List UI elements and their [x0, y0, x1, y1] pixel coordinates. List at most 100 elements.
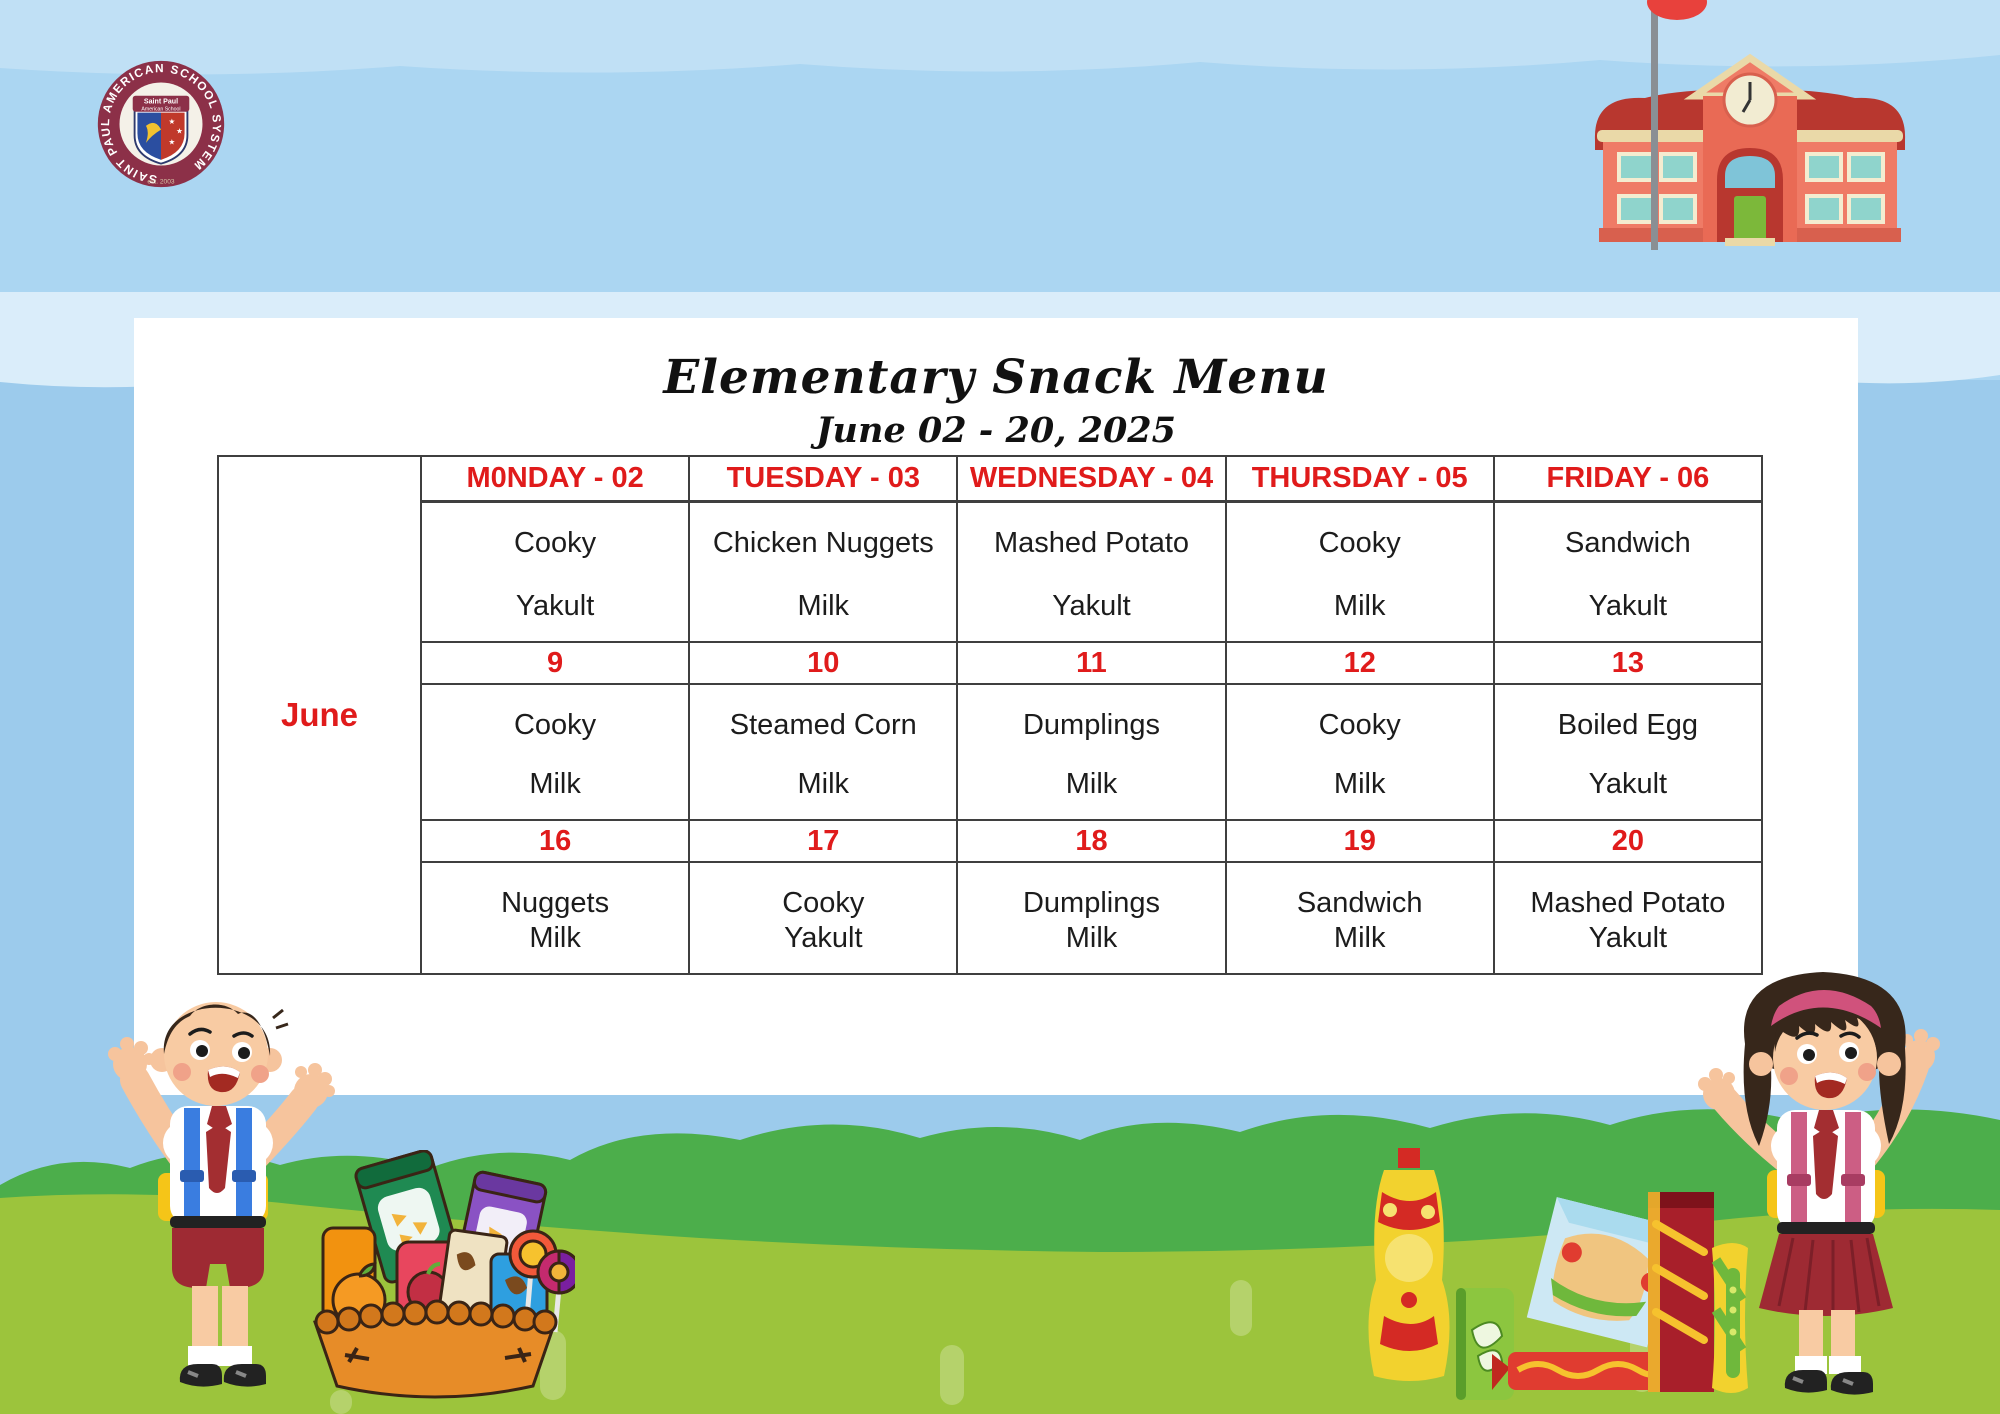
right-hand [1901, 1029, 1940, 1072]
page-title: Elementary Snack Menu [663, 350, 1329, 405]
lollipop [536, 1249, 575, 1333]
logo-shield-subtitle: American School [141, 106, 180, 112]
cloud-band-top [0, 0, 2000, 75]
date-cell: 20 [1494, 821, 1763, 863]
menu-item: Sandwich [1296, 887, 1423, 919]
date-cell: 18 [958, 821, 1227, 863]
left-hand [108, 1037, 155, 1081]
logo-emblem [145, 122, 161, 143]
menu-item: Milk [797, 590, 850, 622]
date-range-subtitle: June 02 - 20, 2025 [816, 410, 1176, 451]
day-header: WEDNESDAY - 04 [958, 457, 1227, 503]
skirt-pleats [1777, 1237, 1881, 1314]
logo-established: est. 2003 [147, 178, 174, 185]
backpack-strap [236, 1108, 252, 1218]
date-cell: 17 [690, 821, 959, 863]
menu-item-cell: Mashed Potato Yakult [958, 503, 1227, 643]
date-cell: 9 [422, 643, 691, 685]
menu-item: Cooky [513, 527, 597, 559]
day-header: THURSDAY - 05 [1226, 457, 1495, 503]
menu-item: Steamed Corn [729, 709, 917, 741]
svg-text:★: ★ [176, 126, 183, 135]
menu-item: Cooky [1318, 709, 1401, 741]
basket-rim [314, 1299, 558, 1335]
date-cell: 19 [1226, 821, 1495, 863]
menu-item: Milk [1065, 922, 1118, 954]
chocolate-bar-pack [1648, 1192, 1714, 1392]
menu-item: Sandwich [1565, 527, 1691, 559]
menu-item: Milk [1333, 590, 1386, 622]
menu-item: Dumplings [1022, 709, 1160, 741]
menu-item: Cooky [513, 709, 597, 741]
headband [1771, 990, 1881, 1028]
snack-basket-illustration [313, 1150, 575, 1399]
menu-item: Milk [1333, 922, 1386, 954]
backpack-strap [1845, 1112, 1861, 1224]
backpack-strap [1791, 1112, 1807, 1224]
date-cell: 12 [1226, 643, 1495, 685]
menu-item: Mashed Potato [1530, 887, 1726, 919]
menu-item-cell: Dumplings Milk [958, 685, 1227, 821]
snacks-illustration [1368, 1148, 1748, 1400]
menu-item: Yakult [515, 590, 595, 622]
logo-stars: ★★★ [169, 117, 184, 147]
flag-icon [1647, 0, 1707, 20]
menu-item-cell: Sandwich Yakult [1494, 503, 1763, 643]
menu-item-cell: Dumplings Milk [958, 863, 1227, 975]
sauce-bottle [1368, 1148, 1450, 1381]
menu-grid: June M0NDAY - 02 TUESDAY - 03 WEDNESDAY - 0… [217, 455, 1763, 975]
menu-item-cell: Cooky Yakult [422, 503, 691, 643]
date-cell: 16 [422, 821, 691, 863]
girl-skirt [1759, 1234, 1893, 1316]
menu-item: Yakult [1588, 768, 1668, 800]
school-building-illustration [1594, 0, 1906, 250]
day-header: M0NDAY - 02 [422, 457, 691, 503]
boy-shorts [172, 1228, 264, 1288]
windows [1617, 152, 1885, 224]
menu-item-cell: Cooky Yakult [690, 863, 959, 975]
menu-item: Milk [529, 922, 581, 954]
girl-shoes [1784, 1370, 1873, 1395]
girl-tie [1813, 1110, 1839, 1199]
school-logo: SAINT PAUL AMERICAN SCHOOL SYSTEM ★★★ Sa… [97, 60, 225, 188]
menu-item: Chicken Nuggets [712, 527, 934, 559]
menu-item: Milk [1333, 768, 1386, 800]
boy-student-illustration [108, 1002, 335, 1387]
boy-face [173, 1027, 269, 1093]
menu-item: Yakult [1588, 590, 1668, 622]
menu-item-cell: Nuggets Milk [422, 863, 691, 975]
menu-item: Milk [529, 768, 581, 800]
day-header: TUESDAY - 03 [690, 457, 959, 503]
date-cell: 11 [958, 643, 1227, 685]
menu-item: Yakult [1052, 590, 1131, 622]
menu-item: Milk [1065, 768, 1118, 800]
menu-item-cell: Cooky Milk [422, 685, 691, 821]
girl-student-illustration [1698, 972, 1940, 1395]
menu-item-cell: Mashed Potato Yakult [1494, 863, 1763, 975]
logo-shield: ★★★ Saint Paul American School [132, 95, 190, 165]
left-hand [1698, 1068, 1735, 1110]
arched-window [1725, 156, 1775, 188]
date-cell: 10 [690, 643, 959, 685]
backpack-strap [184, 1108, 200, 1218]
menu-item: Yakult [784, 922, 863, 954]
menu-item: Yakult [1588, 922, 1668, 954]
boy-tie [206, 1106, 232, 1193]
menu-item: Cooky [782, 887, 865, 919]
boy-shoes [179, 1364, 266, 1387]
day-header: FRIDAY - 06 [1494, 457, 1763, 503]
menu-item-cell: Cooky Milk [1226, 685, 1495, 821]
svg-text:★: ★ [169, 138, 176, 147]
menu-item: Mashed Potato [993, 527, 1190, 559]
menu-item: Nuggets [501, 887, 610, 919]
menu-item-cell: Boiled Egg Yakult [1494, 685, 1763, 821]
menu-item: Milk [797, 768, 850, 800]
menu-item: Boiled Egg [1557, 709, 1699, 741]
menu-item-cell: Cooky Milk [1226, 503, 1495, 643]
month-label: June [219, 457, 422, 975]
snack-bar-pack [1711, 1243, 1748, 1393]
menu-item: Dumplings [1022, 887, 1160, 919]
logo-shield-title: Saint Paul [144, 98, 178, 105]
menu-item-cell: Chicken Nuggets Milk [690, 503, 959, 643]
